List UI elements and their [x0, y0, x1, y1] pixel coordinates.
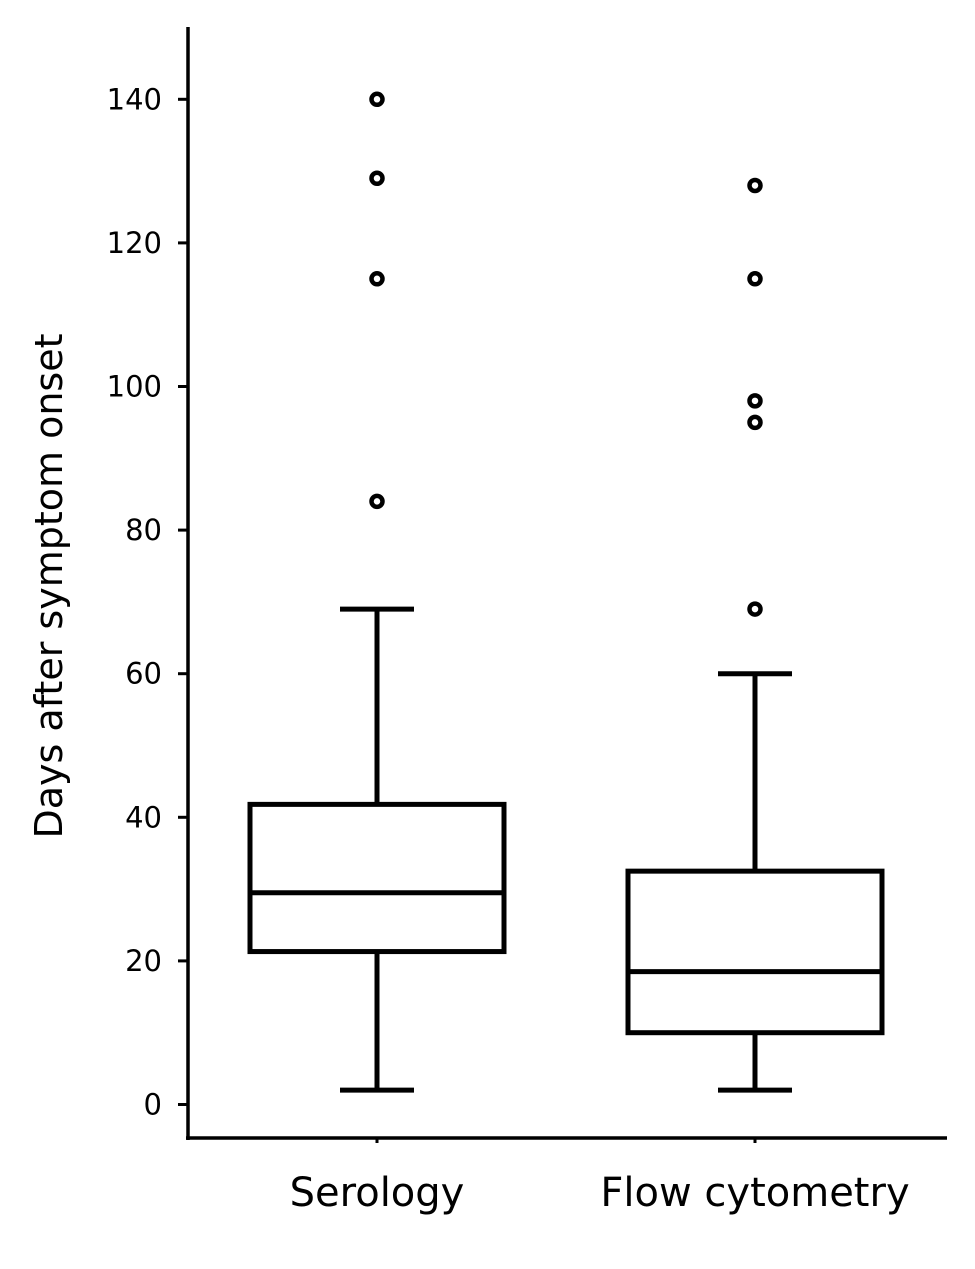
- y-tick-label: 20: [125, 944, 162, 978]
- y-tick-label: 140: [107, 82, 162, 116]
- box-group: [625, 177, 885, 1093]
- y-ticks: 0 20 40 60 80 100 120 140: [107, 82, 188, 1122]
- y-tick-label: 0: [144, 1088, 162, 1122]
- outlier-point: [747, 177, 763, 194]
- axes: [186, 27, 947, 1140]
- outlier-point: [369, 170, 385, 187]
- x-ticks: Serology Flow cytometry: [290, 1138, 910, 1216]
- iqr-box: [247, 801, 507, 955]
- y-tick-label: 60: [125, 657, 162, 691]
- y-tick-label: 120: [107, 226, 162, 260]
- outlier-point: [369, 271, 385, 287]
- outlier-point: [369, 91, 385, 108]
- outlier-point: [747, 393, 763, 409]
- x-category-label: Flow cytometry: [600, 1170, 909, 1216]
- y-tick-label: 80: [125, 513, 162, 547]
- y-tick-label: 40: [125, 800, 162, 834]
- x-category-label: Serology: [290, 1170, 465, 1216]
- outlier-point: [747, 601, 763, 617]
- y-tick-label: 100: [107, 370, 162, 404]
- iqr-box: [625, 868, 885, 1036]
- box-group: [247, 91, 507, 1093]
- y-axis-title: Days after symptom onset: [27, 334, 71, 839]
- outlier-point: [747, 414, 763, 431]
- boxes: [247, 91, 885, 1093]
- outlier-point: [747, 271, 763, 287]
- outlier-point: [369, 493, 385, 510]
